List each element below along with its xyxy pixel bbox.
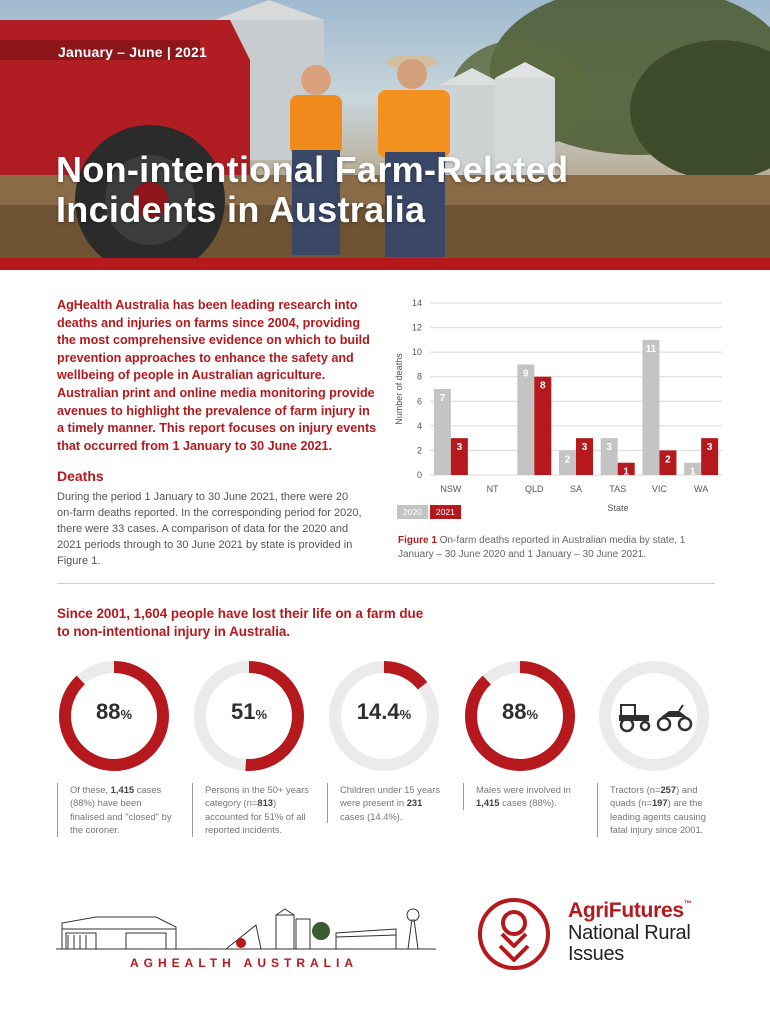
x-tick-label: SA <box>570 484 582 494</box>
ring-fill <box>59 661 169 771</box>
progress-ring <box>465 661 575 771</box>
x-tick-label: QLD <box>525 484 544 494</box>
stat-value: 88% <box>501 699 539 724</box>
agrifutures-brand: AgriFutures™ <box>568 899 692 922</box>
bar-2021-WA <box>701 438 719 475</box>
agrifutures-tagline-line2: Issues <box>568 943 625 965</box>
stat-description: Of these, 1,415 cases (88%) have been fi… <box>57 783 175 837</box>
ring-fill <box>465 661 575 771</box>
y-tick-label: 8 <box>417 372 422 382</box>
x-tick-label: WA <box>694 484 708 494</box>
data-label-2021-QLD: 8 <box>540 381 546 392</box>
stat-tractors-quads: Tractors (n=257) and quads (n=197) are t… <box>597 659 717 859</box>
x-tick-label: TAS <box>609 484 626 494</box>
bar-2021-VIC <box>659 450 677 475</box>
progress-ring <box>329 661 439 771</box>
bar-2020-TAS <box>600 438 618 475</box>
bar-2021-QLD <box>534 376 552 475</box>
deaths-body-paragraph: During the period 1 January to 30 June 2… <box>57 491 362 567</box>
stat-description: Tractors (n=257) and quads (n=197) are t… <box>597 783 715 837</box>
quad-bike-icon <box>656 704 693 732</box>
legend-2020: 2020 <box>397 505 428 519</box>
stat-males-involved: 88% Males were involved in 1,415 cases (… <box>463 659 583 859</box>
bar-2020-WA <box>684 462 702 475</box>
progress-ring <box>194 661 304 771</box>
aghealth-logo-text: AGHEALTH AUSTRALIA <box>130 956 358 970</box>
data-label-2020-NSW: 7 <box>440 393 446 404</box>
hero-banner: January – June | 2021 Non-intentional Fa… <box>0 0 770 262</box>
bar-2020-NSW <box>433 389 451 475</box>
data-label-2021-TAS: 1 <box>623 467 629 478</box>
stat-value: 51% <box>230 699 268 724</box>
stat-value: 14.4% <box>356 699 412 724</box>
deaths-by-state-chart: 0 2 4 6 8 10 12 14 Number of deaths 7 3 NSW NT 9 8 QLD 2… <box>386 292 726 524</box>
deaths-heading: Deaths <box>57 468 104 484</box>
legend-2021: 2021 <box>429 505 461 519</box>
tractor-icon <box>619 704 651 733</box>
y-axis-label: Number of deaths <box>394 353 404 425</box>
chart-legend: 2020 2021 <box>397 505 461 519</box>
figure-caption-text: On-farm deaths reported in Australian me… <box>398 535 686 560</box>
stat-coroner-finalised: 88% Of these, 1,415 cases (88%) have bee… <box>57 659 177 859</box>
figure-caption: Figure 1 On-farm deaths reported in Aust… <box>398 534 718 562</box>
y-tick-label: 14 <box>412 298 422 308</box>
bar-2021-SA <box>576 438 593 475</box>
aghealth-farm-illustration <box>56 908 436 950</box>
data-label-2020-QLD: 9 <box>523 368 529 379</box>
stat-circle <box>599 661 709 771</box>
stat-description: Children under 15 years were present in … <box>327 783 445 824</box>
hero-farm-photo <box>0 0 770 262</box>
figure-label: Figure 1 <box>398 535 437 546</box>
data-label-2021-VIC: 2 <box>665 454 671 465</box>
y-tick-label: 6 <box>417 396 422 406</box>
bar-2020-VIC <box>642 339 660 475</box>
data-label-2021-SA: 3 <box>582 442 588 453</box>
stat-description: Persons in the 50+ years category (n=813… <box>192 783 310 837</box>
x-axis-label: State <box>607 503 628 513</box>
section-divider <box>57 583 715 584</box>
bar-2021-NSW <box>450 438 468 475</box>
ring-fill <box>194 661 304 771</box>
data-label-2021-WA: 3 <box>707 442 713 453</box>
data-label-2020-SA: 2 <box>565 454 571 465</box>
x-tick-label: NSW <box>440 484 462 494</box>
y-tick-label: 0 <box>417 470 422 480</box>
stat-children-present: 14.4% Children under 15 years were prese… <box>327 659 447 859</box>
x-tick-label: VIC <box>652 484 668 494</box>
stat-value: 88% <box>95 699 133 724</box>
y-tick-label: 4 <box>417 421 422 431</box>
y-tick-label: 12 <box>412 323 422 333</box>
data-label-2020-WA: 1 <box>690 467 696 478</box>
progress-ring <box>59 661 169 771</box>
intro-lead-paragraph: AgHealth Australia has been leading rese… <box>57 298 377 453</box>
bar-2021-TAS <box>617 462 635 475</box>
x-tick-label: NT <box>487 484 499 494</box>
vehicle-icons <box>619 704 693 733</box>
y-tick-label: 10 <box>412 347 422 357</box>
bar-2020-QLD <box>517 364 535 475</box>
stat-description: Males were involved in 1,415 cases (88%)… <box>463 783 581 810</box>
stat-age-50-plus: 51% Persons in the 50+ years category (n… <box>192 659 312 859</box>
ring-fill <box>329 661 439 771</box>
y-tick-label: 2 <box>417 445 422 455</box>
page-title: Non-intentional Farm-Related Incidents i… <box>56 149 569 230</box>
agrifutures-logo-mark <box>478 898 550 970</box>
hero-red-band <box>0 258 770 270</box>
agrifutures-tagline-line1: National Rural <box>568 922 691 944</box>
data-label-2020-VIC: 11 <box>646 344 657 355</box>
data-label-2021-NSW: 3 <box>457 442 463 453</box>
report-period: January – June | 2021 <box>58 44 207 60</box>
bar-2020-SA <box>559 450 576 475</box>
data-label-2020-TAS: 3 <box>606 442 612 453</box>
stats-heading: Since 2001, 1,604 people have lost their… <box>57 606 424 639</box>
